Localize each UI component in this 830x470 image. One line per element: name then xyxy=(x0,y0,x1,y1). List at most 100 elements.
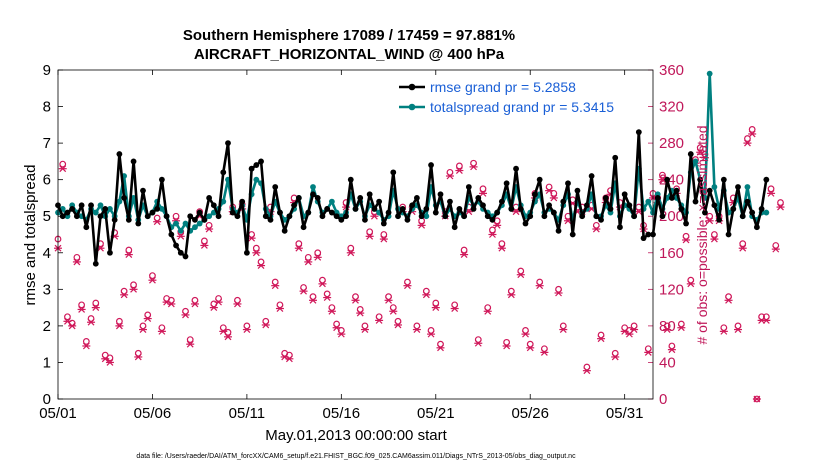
rmse-point xyxy=(253,162,260,168)
obs-possible-marker xyxy=(153,214,161,222)
rmse-point xyxy=(593,213,600,220)
obs-assimilated-marker xyxy=(417,221,426,229)
rmse-point xyxy=(588,173,595,179)
obs-possible-marker xyxy=(352,293,359,301)
obs-possible-marker xyxy=(526,340,534,348)
obs-assimilated-marker xyxy=(748,130,757,138)
obs-assimilated-marker xyxy=(431,304,440,312)
rmse-point xyxy=(277,209,283,216)
rmse-point xyxy=(310,191,316,198)
obs-possible-marker xyxy=(625,327,633,334)
rmse-point xyxy=(286,213,293,220)
obs-assimilated-marker xyxy=(134,353,143,361)
obs-assimilated-marker xyxy=(474,339,483,347)
rmse-point xyxy=(158,176,165,183)
obs-assimilated-marker xyxy=(516,271,525,279)
rmse-point xyxy=(683,220,689,227)
obs-possible-marker xyxy=(252,244,260,252)
obs-possible-marker xyxy=(437,340,444,348)
rmse-point xyxy=(461,213,468,220)
rmse-point xyxy=(706,187,713,194)
rmse-point xyxy=(654,195,661,201)
obs-possible-marker xyxy=(668,342,676,350)
x-tick-label: 05/01 xyxy=(39,405,77,422)
obs-assimilated-marker xyxy=(384,296,393,304)
obs-possible-marker xyxy=(734,322,742,330)
obs-assimilated-marker xyxy=(346,249,355,257)
totalspread-point xyxy=(423,213,430,220)
rmse-point xyxy=(243,249,250,256)
obs-possible-marker xyxy=(78,301,86,309)
rmse-point xyxy=(465,184,472,190)
y-tick-label-left: 1 xyxy=(43,354,51,371)
obs-possible-marker xyxy=(394,317,402,325)
obs-possible-marker xyxy=(314,249,322,257)
rmse-point xyxy=(687,151,694,157)
obs-assimilated-marker xyxy=(743,139,752,147)
obs-assimilated-marker xyxy=(129,285,138,293)
obs-assimilated-marker xyxy=(488,231,497,238)
rmse-point xyxy=(88,202,94,209)
totalspread-point xyxy=(92,209,99,216)
rmse-point xyxy=(272,184,279,190)
obs-possible-marker xyxy=(739,240,747,248)
obs-assimilated-marker xyxy=(412,326,421,333)
obs-possible-marker xyxy=(489,226,496,234)
chart-title-line2: AIRCRAFT_HORIZONTAL_WIND @ 400 hPa xyxy=(194,46,505,63)
rmse-point xyxy=(437,191,444,198)
totalspread-point xyxy=(196,220,203,227)
y-tick-label-right: 0 xyxy=(659,391,667,408)
rmse-point xyxy=(645,231,652,238)
rmse-point xyxy=(494,209,501,216)
obs-assimilated-marker xyxy=(630,326,639,333)
obs-possible-marker xyxy=(158,324,166,332)
obs-possible-marker xyxy=(767,185,775,193)
rmse-point xyxy=(140,187,146,194)
y-tick-label-right: 320 xyxy=(659,99,684,116)
rmse-point xyxy=(107,249,113,256)
obs-assimilated-marker xyxy=(771,245,780,253)
obs-possible-marker xyxy=(333,320,341,328)
totalspread-point xyxy=(116,198,123,205)
rmse-point xyxy=(744,198,751,205)
obs-possible-marker xyxy=(696,144,704,152)
obs-possible-marker xyxy=(125,246,133,254)
obs-assimilated-marker xyxy=(545,187,554,195)
rmse-point xyxy=(565,180,571,187)
totalspread-point xyxy=(328,198,335,205)
obs-possible-marker xyxy=(484,304,492,312)
obs-assimilated-marker xyxy=(82,342,91,350)
rmse-point xyxy=(409,202,416,209)
obs-possible-marker xyxy=(498,240,506,248)
obs-assimilated-marker xyxy=(356,309,365,317)
obs-possible-marker xyxy=(120,287,128,295)
rmse-point xyxy=(555,227,562,234)
rmse-point xyxy=(201,216,208,223)
obs-assimilated-marker xyxy=(143,315,152,323)
rmse-point xyxy=(187,213,194,220)
obs-assimilated-marker xyxy=(450,305,459,312)
obs-assimilated-marker xyxy=(313,253,322,261)
obs-assimilated-marker xyxy=(497,244,506,252)
obs-assimilated-marker xyxy=(68,322,77,330)
obs-possible-marker xyxy=(304,253,312,261)
obs-assimilated-marker xyxy=(148,276,157,284)
obs-assimilated-marker xyxy=(72,258,81,266)
obs-assimilated-marker xyxy=(752,395,761,403)
rmse-point xyxy=(664,176,671,183)
rmse-point xyxy=(569,231,576,238)
totalspread-point xyxy=(310,184,316,190)
obs-assimilated-marker xyxy=(224,333,232,341)
obs-possible-marker xyxy=(215,295,222,302)
obs-assimilated-marker xyxy=(502,342,511,350)
obs-possible-marker xyxy=(219,324,227,332)
chart-title-line1: Southern Hemisphere 17089 / 17459 = 97.8… xyxy=(183,27,515,44)
obs-possible-marker xyxy=(182,307,189,315)
rmse-point xyxy=(111,216,118,223)
rmse-point xyxy=(338,216,345,223)
obs-assimilated-marker xyxy=(181,311,190,319)
obs-possible-marker xyxy=(361,322,369,330)
totalspread-point xyxy=(711,184,718,190)
rmse-point xyxy=(428,162,434,168)
obs-possible-marker xyxy=(385,293,392,301)
